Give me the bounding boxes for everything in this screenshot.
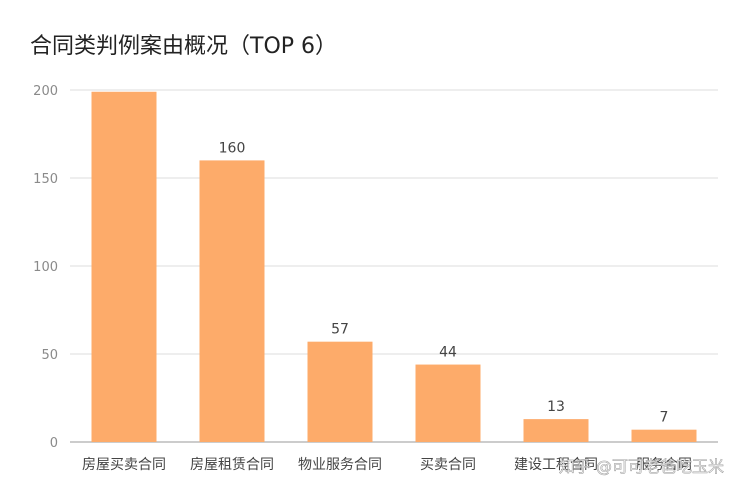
watermark: 知乎 @可可老爸吃玉米 [559, 457, 724, 476]
gridlines [70, 89, 718, 443]
data-label: 160 [219, 140, 246, 156]
bar [199, 160, 265, 442]
bar [307, 341, 373, 442]
y-tick-label: 0 [50, 436, 58, 451]
x-axis-categories: 房屋买卖合同 房屋租赁合同 物业服务合同 买卖合同 建设工程合同 服务合同 [82, 457, 692, 473]
x-category-label: 服务合同 [636, 457, 692, 473]
x-category-label: 房屋租赁合同 [190, 457, 274, 473]
bar [631, 429, 697, 442]
bar [91, 91, 157, 442]
chart-title: 合同类判例案由概况（TOP 6） [30, 34, 338, 59]
data-labels: 160 57 44 13 7 [219, 140, 669, 425]
data-label: 44 [439, 345, 457, 361]
bar [523, 419, 589, 442]
data-label: 57 [331, 322, 349, 338]
data-label: 13 [547, 399, 565, 415]
y-tick-label: 150 [33, 172, 58, 187]
data-label: 7 [660, 410, 669, 426]
y-tick-label: 50 [41, 348, 58, 363]
bar [415, 364, 481, 442]
y-tick-label: 100 [33, 260, 58, 275]
bars [91, 91, 697, 442]
y-tick-label: 200 [33, 84, 58, 99]
x-category-label: 物业服务合同 [298, 457, 382, 473]
x-category-label: 买卖合同 [420, 457, 476, 473]
y-axis-ticks: 0 50 100 150 200 [33, 84, 58, 451]
x-category-label: 建设工程合同 [514, 457, 598, 473]
x-category-label: 房屋买卖合同 [82, 457, 166, 473]
